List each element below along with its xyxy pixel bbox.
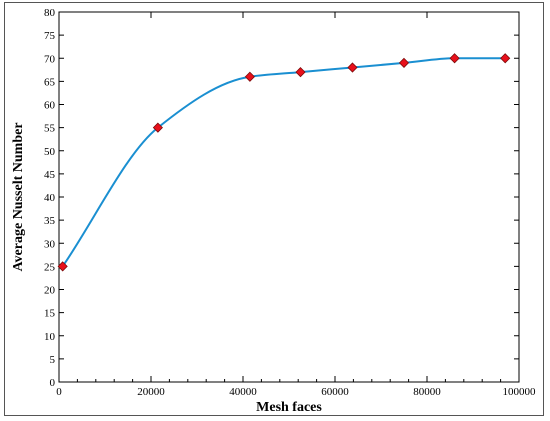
y-tick-label: 80 bbox=[44, 7, 56, 19]
plot-area bbox=[58, 11, 520, 383]
x-tick-label: 20000 bbox=[137, 386, 165, 398]
y-axis-title: Average Nusselt Number bbox=[11, 122, 26, 271]
y-axis: 0 5 10 15 20 25 30 35 40 45 50 55 60 65 70 75 80 bbox=[44, 7, 519, 389]
y-tick-label: 35 bbox=[44, 215, 56, 227]
x-tick-label: 60000 bbox=[321, 386, 349, 398]
x-tick-label: 80000 bbox=[413, 386, 441, 398]
data-point bbox=[57, 261, 68, 272]
data-point bbox=[244, 71, 255, 82]
data-point bbox=[449, 53, 460, 64]
x-tick-label: 100000 bbox=[503, 386, 537, 398]
y-tick-label: 15 bbox=[44, 308, 56, 320]
data-point bbox=[152, 122, 163, 133]
data-point bbox=[347, 62, 358, 73]
figure-frame bbox=[4, 2, 544, 416]
series-line bbox=[61, 57, 506, 267]
data-point bbox=[500, 53, 511, 64]
y-tick-label: 45 bbox=[44, 169, 56, 181]
x-axis: 0 20000 40000 60000 80000 100000 bbox=[56, 12, 536, 398]
y-tick-label: 75 bbox=[44, 30, 56, 42]
y-tick-label: 5 bbox=[50, 354, 56, 366]
x-axis-title: Mesh faces bbox=[256, 400, 322, 415]
y-tick-label: 50 bbox=[44, 146, 56, 158]
x-tick-label: 0 bbox=[56, 386, 62, 398]
y-tick-label: 25 bbox=[44, 261, 56, 273]
y-tick-label: 0 bbox=[50, 377, 56, 389]
y-tick-label: 55 bbox=[44, 123, 56, 135]
y-tick-label: 65 bbox=[44, 76, 56, 88]
data-point bbox=[398, 57, 410, 68]
y-tick-label: 10 bbox=[44, 331, 56, 343]
data-point bbox=[295, 67, 306, 78]
y-tick-label: 60 bbox=[44, 100, 56, 112]
y-tick-label: 70 bbox=[44, 53, 56, 65]
y-tick-label: 30 bbox=[44, 238, 56, 250]
series-markers bbox=[57, 53, 511, 272]
y-tick-label: 40 bbox=[44, 192, 56, 204]
y-tick-label: 20 bbox=[44, 285, 56, 297]
x-tick-label: 40000 bbox=[229, 386, 257, 398]
